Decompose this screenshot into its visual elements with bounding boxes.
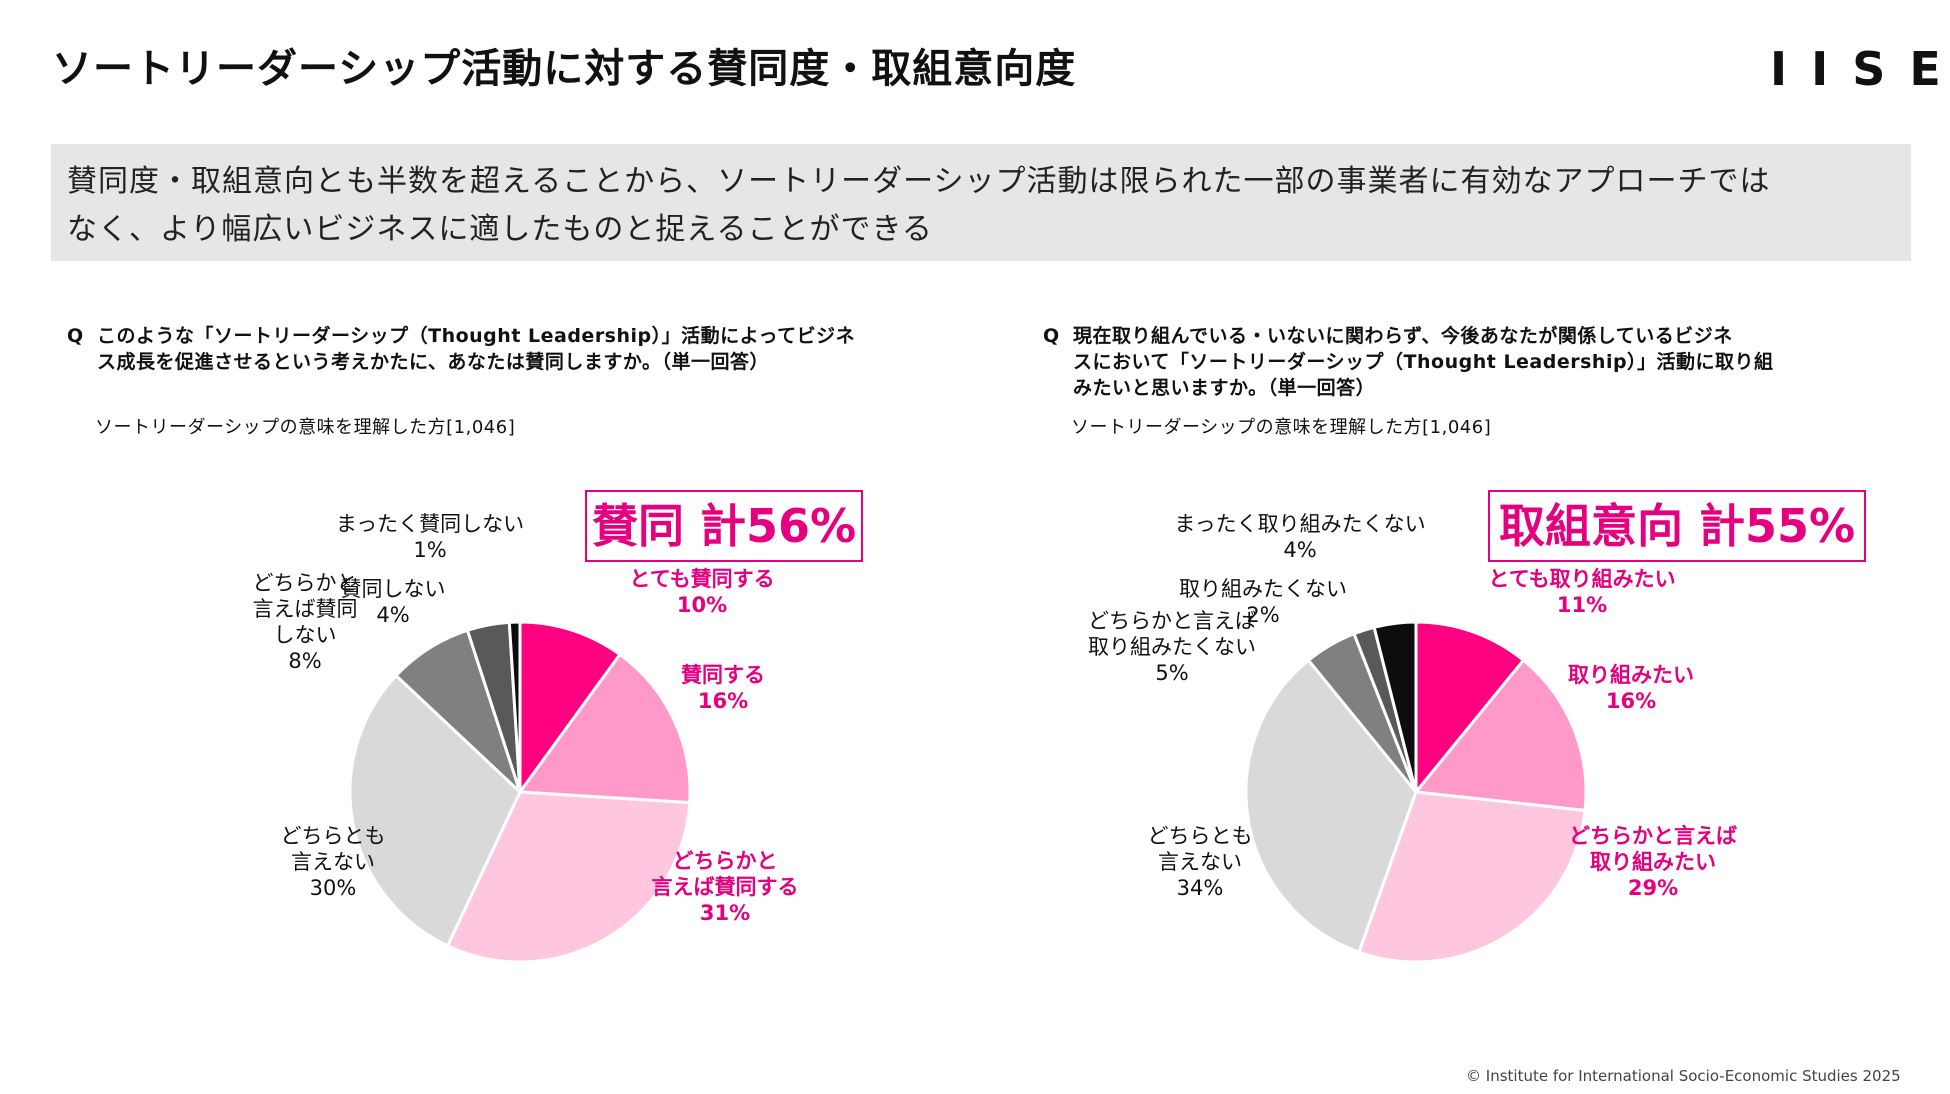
slice-label: 賛同する 16%	[681, 663, 765, 713]
slice-label: どちらとも言えない 34%	[1148, 824, 1253, 900]
page-title: ソートリーダーシップ活動に対する賛同度・取組意向度	[52, 46, 1077, 92]
pie-chart-intention: とても取り組みたい 11% 取り組みたい 16% どちらかと言えば取り組みたい 29% どち…	[1088, 490, 1866, 964]
base-label-right: ソートリーダーシップの意味を理解した方[1,046]	[1071, 417, 1492, 438]
summary-box: 賛同度・取組意向とも半数を超えることから、ソートリーダーシップ活動は限られた一部…	[51, 144, 1911, 261]
slice-label: とても賛同する 10%	[629, 567, 774, 617]
pie-slice	[507, 620, 522, 793]
pie-chart-agreement: とても賛同する 10% 賛同する 16% どちらかと言えば賛同する 31% どちらとも言えな…	[253, 490, 863, 964]
summary-line-2: なく、より幅広いビジネスに適したものと捉えることができる	[67, 212, 933, 247]
slice-label: どちらとも言えない 30%	[281, 824, 386, 900]
question-left-line-2: ス成長を促進させるという考えかたに、あなたは賛同しますか。（単一回答）	[97, 351, 770, 373]
question-marker: Q	[67, 325, 84, 347]
question-right-line-1: 現在取り組んでいる・いないに関わらず、今後あなたが関係しているビジネ	[1073, 325, 1733, 347]
slice-label: 賛同しない 4%	[341, 577, 446, 627]
pie-slice	[518, 620, 623, 797]
slice-label: まったく賛同しない 1%	[336, 512, 524, 562]
slice-label: どちらかと言えば賛同する 31%	[652, 849, 799, 925]
pie-slice	[1413, 658, 1588, 813]
question-right-line-3: みたいと思いますか。（単一回答）	[1073, 377, 1376, 399]
base-label-left: ソートリーダーシップの意味を理解した方[1,046]	[95, 417, 516, 438]
slice-label: 取り組みたい 16%	[1568, 663, 1694, 713]
pie-slice	[1244, 658, 1418, 955]
total-box	[585, 490, 863, 562]
pie-slice	[517, 652, 692, 805]
pie-slice	[348, 673, 522, 948]
total-box	[1488, 490, 1866, 562]
summary-line-1: 賛同度・取組意向とも半数を超えることから、ソートリーダーシップ活動は限られた一部…	[67, 164, 1771, 199]
pie-slice	[1414, 620, 1526, 797]
slice-label: まったく取り組みたくない 4%	[1174, 512, 1425, 562]
slice-label: とても取り組みたい 11%	[1488, 567, 1675, 617]
question-marker: Q	[1043, 325, 1060, 347]
total-label: 取組意向 計55%	[1499, 499, 1855, 553]
slice-label: どちらかと言えば取り組みたい 29%	[1569, 824, 1737, 900]
pie-slice	[445, 790, 692, 964]
question-right-line-2: スにおいて「ソートリーダーシップ（Thought Leadership）」活動に…	[1073, 351, 1774, 373]
question-left-line-1: このような「ソートリーダーシップ（Thought Leadership）」活動に…	[97, 325, 856, 347]
total-label: 賛同 計56%	[592, 499, 856, 553]
slice-label: どちらかと言えば取り組みたくない 5%	[1088, 609, 1256, 685]
iise-logo: IISE	[1770, 42, 1950, 96]
copyright-footer: © Institute for International Socio-Econ…	[1466, 1067, 1901, 1085]
slice-label: どちらかと言えば賛同しない 8%	[253, 571, 358, 673]
pie-slice	[1372, 620, 1418, 793]
pie-slice	[1357, 790, 1587, 964]
slice-label: 取り組みたくない 2%	[1179, 577, 1347, 627]
